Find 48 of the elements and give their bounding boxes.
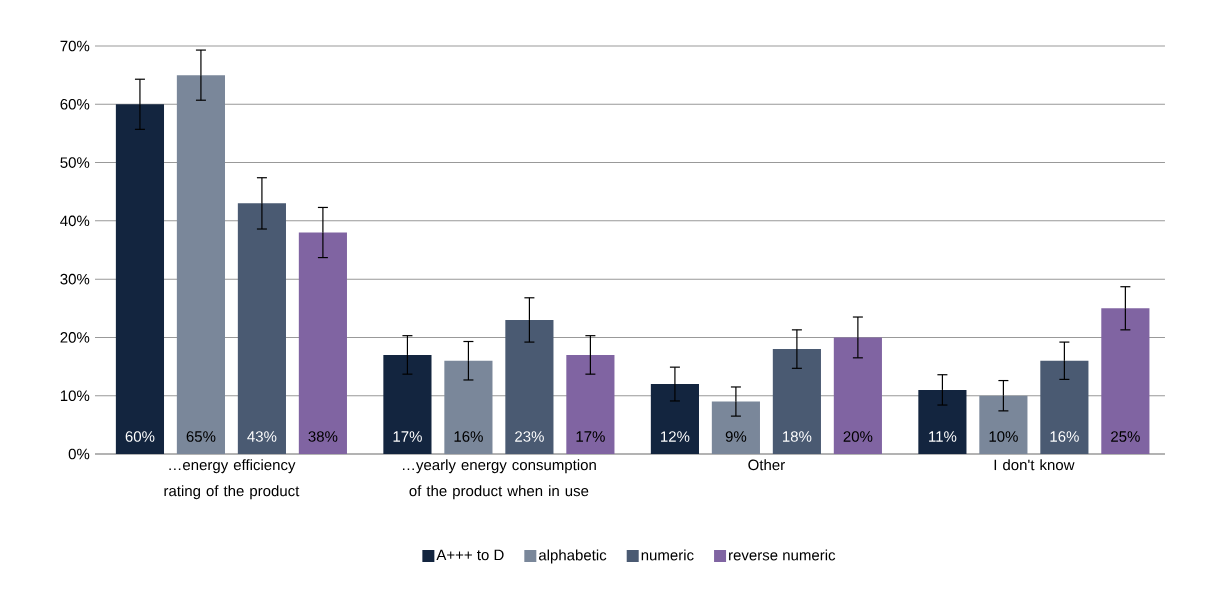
data-label: 60% — [125, 431, 155, 442]
bar — [237, 203, 286, 454]
bar — [505, 319, 554, 454]
data-label: 65% — [186, 431, 216, 442]
data-label: 25% — [1111, 431, 1140, 442]
y-tick-label: 10% — [60, 390, 90, 402]
x-tick-label: Other — [748, 459, 785, 471]
x-tick-label: …yearly energy consumption of the product when in use — [402, 459, 596, 500]
y-tick-label: 50% — [60, 157, 90, 168]
x-tick-label: I don't know — [994, 459, 1075, 471]
data-label: 18% — [783, 431, 812, 442]
data-label: 11% — [929, 431, 957, 442]
legend-label: A+++ to D — [436, 549, 504, 561]
bar — [979, 395, 1028, 454]
bar — [711, 401, 760, 454]
bar — [566, 354, 615, 454]
y-tick-label: 60% — [60, 98, 90, 110]
data-label: 10% — [989, 431, 1018, 442]
bar — [833, 337, 882, 454]
bar — [383, 354, 432, 454]
data-label: 20% — [843, 431, 873, 442]
data-label: 43% — [247, 431, 277, 442]
legend-label: reverse numeric — [729, 549, 836, 561]
data-label: 23% — [515, 431, 544, 442]
y-tick-label: 40% — [60, 215, 90, 227]
data-label: 12% — [661, 431, 690, 442]
bar — [1101, 308, 1150, 454]
y-tick-label: 70% — [60, 40, 90, 52]
bar — [918, 389, 967, 454]
x-tick-label: …energy efficiency rating of the product — [164, 459, 300, 500]
data-label: 16% — [1050, 431, 1079, 442]
data-label: 16% — [454, 431, 483, 442]
bar — [444, 360, 493, 454]
data-label: 9% — [725, 431, 747, 442]
bar — [772, 349, 821, 454]
y-tick-label: 20% — [60, 332, 90, 343]
y-tick-label: 0% — [68, 448, 90, 460]
data-label: 38% — [308, 431, 338, 442]
legend-label: alphabetic — [538, 549, 607, 564]
legend-label: numeric — [641, 549, 694, 561]
data-label: 17% — [576, 431, 605, 442]
bar — [298, 232, 347, 454]
data-label: 17% — [393, 431, 422, 442]
bar — [176, 75, 225, 454]
bar — [650, 384, 699, 454]
bar — [115, 104, 165, 454]
y-tick-label: 30% — [60, 273, 90, 285]
bar — [1040, 360, 1089, 454]
